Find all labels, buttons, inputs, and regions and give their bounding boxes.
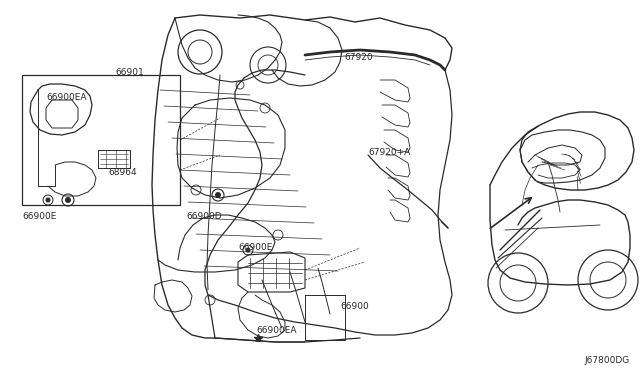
Circle shape <box>65 197 71 203</box>
Text: 66900E: 66900E <box>238 243 273 252</box>
Text: 66900E: 66900E <box>22 212 56 221</box>
Circle shape <box>215 192 221 198</box>
Text: 67920+A: 67920+A <box>368 148 410 157</box>
Bar <box>22 75 180 205</box>
Text: 66900EA: 66900EA <box>256 326 296 335</box>
Text: 66900D: 66900D <box>186 212 221 221</box>
Circle shape <box>45 198 51 202</box>
Text: 66900EA: 66900EA <box>46 93 86 102</box>
Text: 66900: 66900 <box>340 302 369 311</box>
Text: 67920: 67920 <box>344 53 372 62</box>
Text: 66901: 66901 <box>115 68 144 77</box>
Circle shape <box>246 247 250 253</box>
Text: J67800DG: J67800DG <box>585 356 630 365</box>
Text: 68964: 68964 <box>108 168 136 177</box>
